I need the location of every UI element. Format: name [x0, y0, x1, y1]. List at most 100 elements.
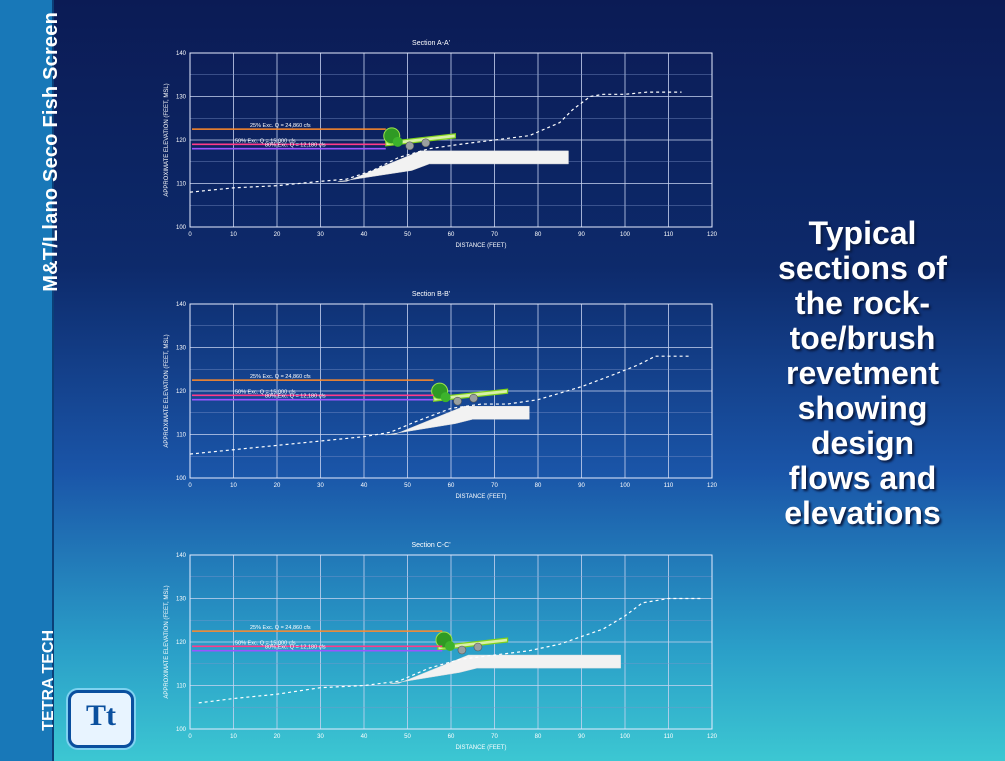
plot-frame	[189, 303, 713, 479]
brush-bundle	[440, 392, 451, 403]
rock-boulder	[421, 138, 431, 148]
tetra-tech-logo-icon: Tt	[68, 690, 134, 748]
y-tick-label: 140	[176, 553, 187, 559]
x-tick-label: 0	[188, 734, 192, 740]
x-axis-label: DISTANCE (FEET)	[456, 494, 507, 500]
rock-boulder	[473, 642, 483, 652]
caption-line: design	[810, 425, 915, 461]
rock-boulder	[469, 393, 478, 403]
flow-label: 80% Exc. Q = 12,180 cfs	[265, 645, 326, 651]
flow-label: 80% Exc. Q = 12,180 cfs	[265, 394, 326, 400]
caption-line: toe/brush	[789, 320, 936, 356]
y-axis-label: APPROXIMATE ELEVATION (FEET, MSL)	[164, 83, 170, 196]
y-tick-label: 110	[176, 684, 186, 690]
flow-label: 50% Exc. Q = 15,000 cfs	[235, 640, 296, 646]
x-tick-label: 100	[620, 232, 631, 238]
x-tick-label: 120	[707, 232, 718, 238]
rock-toe-fill	[390, 654, 621, 685]
y-tick-label: 100	[176, 727, 187, 733]
flow-label: 25% Exc. Q = 24,860 cfs	[250, 625, 311, 631]
flow-label: 50% Exc. Q = 15,000 cfs	[235, 138, 296, 144]
x-tick-label: 90	[578, 232, 585, 238]
x-tick-label: 50	[404, 483, 411, 489]
x-tick-label: 20	[274, 734, 281, 740]
ground-profile-line	[198, 597, 704, 704]
x-tick-label: 110	[664, 734, 674, 740]
flow-label: 25% Exc. Q = 24,860 cfs	[250, 374, 311, 380]
flow-label: 80% Exc. Q = 12,180 cfs	[265, 143, 326, 149]
x-tick-label: 70	[491, 734, 498, 740]
x-tick-label: 70	[491, 483, 498, 489]
brush-bundle	[444, 641, 455, 651]
y-tick-label: 140	[176, 302, 187, 308]
x-tick-label: 90	[578, 734, 585, 740]
x-tick-label: 50	[404, 232, 411, 238]
x-tick-label: 90	[578, 483, 585, 489]
caption-line: the rock-	[794, 285, 931, 321]
y-tick-label: 110	[176, 182, 186, 188]
y-tick-label: 120	[176, 138, 187, 144]
x-tick-label: 10	[230, 734, 237, 740]
x-tick-label: 40	[361, 734, 368, 740]
y-tick-label: 120	[176, 389, 187, 395]
caption-line: elevations	[784, 495, 941, 531]
y-tick-label: 100	[176, 476, 187, 482]
x-tick-label: 120	[707, 483, 718, 489]
x-tick-label: 40	[361, 232, 368, 238]
x-tick-label: 60	[448, 483, 455, 489]
x-axis-label: DISTANCE (FEET)	[456, 243, 507, 249]
caption-line: revetment	[786, 355, 939, 391]
caption-line: sections of	[778, 250, 947, 286]
caption-line: showing	[797, 390, 928, 426]
x-tick-label: 30	[317, 483, 324, 489]
x-tick-label: 110	[664, 232, 674, 238]
x-tick-label: 20	[274, 483, 281, 489]
y-tick-label: 130	[176, 597, 187, 603]
x-tick-label: 80	[535, 232, 542, 238]
section-chart-1: Section B-B' 0 10 20 30 40 50 60 70 80 90 100 110 120…	[164, 291, 718, 500]
x-tick-label: 40	[361, 483, 368, 489]
brush-bundle	[392, 136, 403, 147]
x-axis-label: DISTANCE (FEET)	[456, 745, 507, 751]
chart-title: Section B-B'	[412, 291, 450, 298]
x-tick-label: 120	[707, 734, 718, 740]
x-tick-label: 10	[230, 232, 237, 238]
y-tick-label: 110	[176, 433, 186, 439]
flow-label: 50% Exc. Q = 15,000 cfs	[235, 389, 296, 395]
chart-title: Section C-C'	[411, 542, 450, 549]
y-axis-label: APPROXIMATE ELEVATION (FEET, MSL)	[164, 585, 170, 698]
rock-boulder	[457, 645, 467, 655]
x-tick-label: 30	[317, 232, 324, 238]
sidebar: M&T/Llano Seco Fish Screen TETRA TECH	[0, 0, 62, 761]
x-tick-label: 60	[448, 734, 455, 740]
ground-profile-line	[189, 355, 691, 455]
y-tick-label: 120	[176, 640, 187, 646]
rock-toe-fill	[337, 150, 569, 183]
x-tick-label: 70	[491, 232, 498, 238]
y-axis-label: APPROXIMATE ELEVATION (FEET, MSL)	[164, 334, 170, 447]
caption-line: flows and	[788, 460, 937, 496]
caption-line: Typical	[808, 215, 917, 251]
section-chart-0: Section A-A' 0 10 20 30 40 50 60 70 80 90 100 110 120…	[164, 40, 718, 249]
y-tick-label: 130	[176, 95, 187, 101]
brush-mat	[437, 637, 509, 651]
x-tick-label: 100	[620, 734, 631, 740]
y-tick-label: 130	[176, 346, 187, 352]
y-tick-label: 140	[176, 51, 187, 57]
x-tick-label: 80	[535, 734, 542, 740]
x-tick-label: 100	[620, 483, 631, 489]
chart-title: Section A-A'	[412, 40, 450, 47]
x-tick-label: 80	[535, 483, 542, 489]
plot-frame	[189, 52, 713, 228]
section-chart-2: Section C-C' 0 10 20 30 40 50 60 70 80 90 100 110 120…	[164, 542, 718, 751]
x-tick-label: 0	[188, 232, 192, 238]
plot-frame	[189, 554, 713, 730]
x-tick-label: 110	[664, 483, 674, 489]
rock-boulder	[453, 396, 462, 406]
x-tick-label: 10	[230, 483, 237, 489]
y-tick-label: 100	[176, 225, 187, 231]
logo-text: Tt	[86, 699, 116, 732]
slide-caption: Typical sections of the rock- toe/brush …	[745, 216, 980, 531]
flow-label: 25% Exc. Q = 24,860 cfs	[250, 123, 311, 129]
